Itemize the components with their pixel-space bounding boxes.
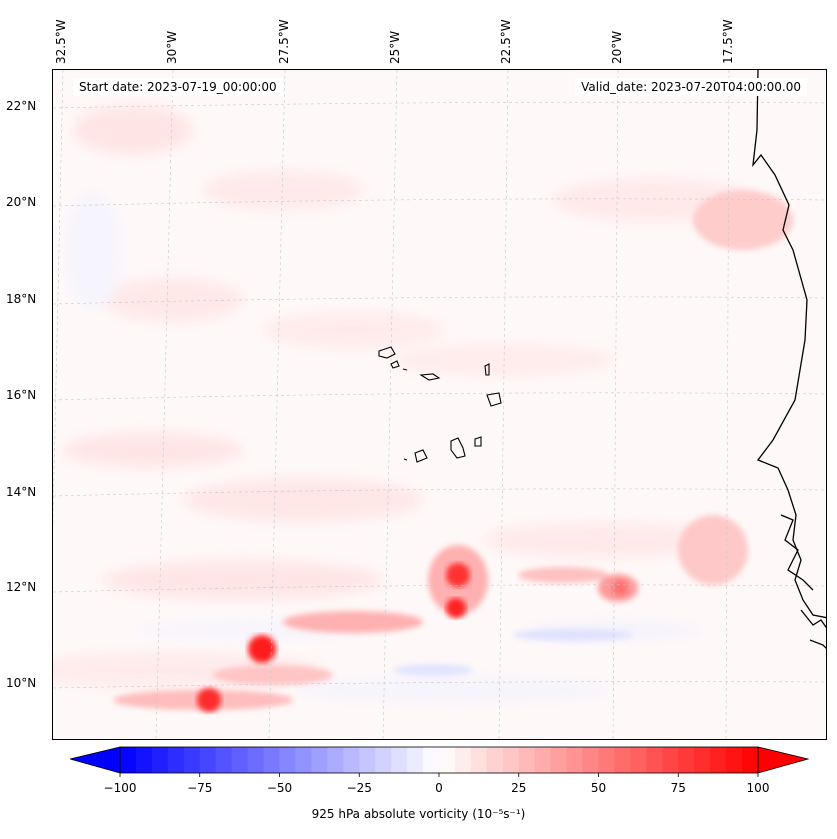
colorbar-segment: [662, 747, 679, 773]
colorbar-segment: [582, 747, 599, 773]
colorbar-segment: [454, 747, 472, 773]
lon-label-32.5w: 32.5°W: [54, 19, 68, 64]
colorbar-segment: [279, 747, 296, 773]
colorbar-segment: [598, 747, 615, 773]
vorticity-field: [53, 70, 826, 739]
colorbar-segment: [391, 747, 408, 773]
map-panel: [52, 69, 827, 740]
lon-label-30w: 30°W: [165, 30, 179, 64]
colorbar-segment: [183, 747, 201, 773]
colorbar-segment: [215, 747, 233, 773]
colorbar-segment: [678, 747, 695, 773]
colorbar-segment: [486, 747, 504, 773]
cape-verde-islands: [378, 346, 502, 463]
colorbar-tick-label: −75: [187, 781, 213, 795]
colorbar-tick-label: 0: [435, 781, 443, 795]
lat-label-14n: 14°N: [6, 485, 37, 499]
colorbar-segment: [231, 747, 249, 773]
lat-label-10n: 10°N: [6, 676, 37, 690]
lon-label-25w: 25°W: [388, 30, 402, 64]
lon-label-27.5w: 27.5°W: [277, 19, 291, 64]
graticule: [53, 70, 826, 739]
colorbar-segment: [311, 747, 328, 773]
colorbar-segment: [518, 747, 536, 773]
colorbar-segment: [327, 747, 344, 773]
colorbar-segment: [135, 747, 153, 773]
lat-label-18n: 18°N: [6, 292, 37, 306]
lat-label-12n: 12°N: [6, 580, 37, 594]
colorbar-segment: [167, 747, 185, 773]
colorbar-tick-label: −50: [266, 781, 293, 795]
colorbar-segment: [343, 747, 360, 773]
lat-label-22n: 22°N: [6, 99, 37, 113]
colorbar-segment: [550, 747, 568, 773]
colorbar-segment: [614, 747, 631, 773]
lat-label-20n: 20°N: [6, 195, 37, 209]
colorbar-segment: [423, 747, 440, 773]
weak-vorticity-texture: [53, 105, 753, 704]
colorbar-segment: [120, 747, 137, 773]
colorbar-segment: [359, 747, 376, 773]
colorbar-tick-label: 50: [590, 781, 607, 795]
lon-label-17.5w: 17.5°W: [721, 19, 735, 64]
colorbar-segment: [375, 747, 392, 773]
colorbar-segment: [694, 747, 711, 773]
valid-date-text: Valid_date: 2023-07-20T04:00:00.00: [575, 78, 807, 96]
colorbar-tick-label: −100: [103, 781, 137, 795]
colorbar-segment: [742, 747, 759, 773]
colorbar-segment: [295, 747, 312, 773]
colorbar-segment: [199, 747, 217, 773]
colorbar: [70, 746, 810, 777]
colorbar-segment: [407, 747, 424, 773]
colorbar-label: 925 hPa absolute vorticity (10⁻⁵s⁻¹): [311, 807, 526, 821]
lat-label-16n: 16°N: [6, 388, 37, 402]
lon-label-22.5w: 22.5°W: [499, 19, 513, 64]
colorbar-segment: [566, 747, 584, 773]
colorbar-segment: [470, 747, 488, 773]
colorbar-segment: [534, 747, 552, 773]
colorbar-min-extend-arrow: [70, 746, 121, 774]
colorbar-segment: [502, 747, 520, 773]
colorbar-segment: [726, 747, 743, 773]
lon-label-20w: 20°W: [610, 30, 624, 64]
coastline: [752, 70, 826, 649]
colorbar-tick-label: −25: [346, 781, 372, 795]
colorbar-segment: [151, 747, 169, 773]
vortex-band: [113, 190, 793, 710]
colorbar-segment: [247, 747, 265, 773]
colorbar-tick-label: 75: [670, 781, 686, 795]
colorbar-tick-marks: [119, 773, 759, 777]
colorbar-segments: [120, 747, 759, 773]
colorbar-segment: [710, 747, 727, 773]
colorbar-segment: [439, 747, 456, 773]
colorbar-segment: [646, 747, 663, 773]
colorbar-tick-label: 100: [746, 781, 770, 795]
colorbar-segment: [263, 747, 280, 773]
colorbar-segment: [630, 747, 647, 773]
colorbar-max-extend-arrow: [757, 746, 810, 774]
vortex-cores: [197, 563, 628, 712]
start-date-text: Start date: 2023-07-19_00:00:00: [73, 78, 283, 96]
colorbar-tick-label: 25: [511, 781, 527, 795]
